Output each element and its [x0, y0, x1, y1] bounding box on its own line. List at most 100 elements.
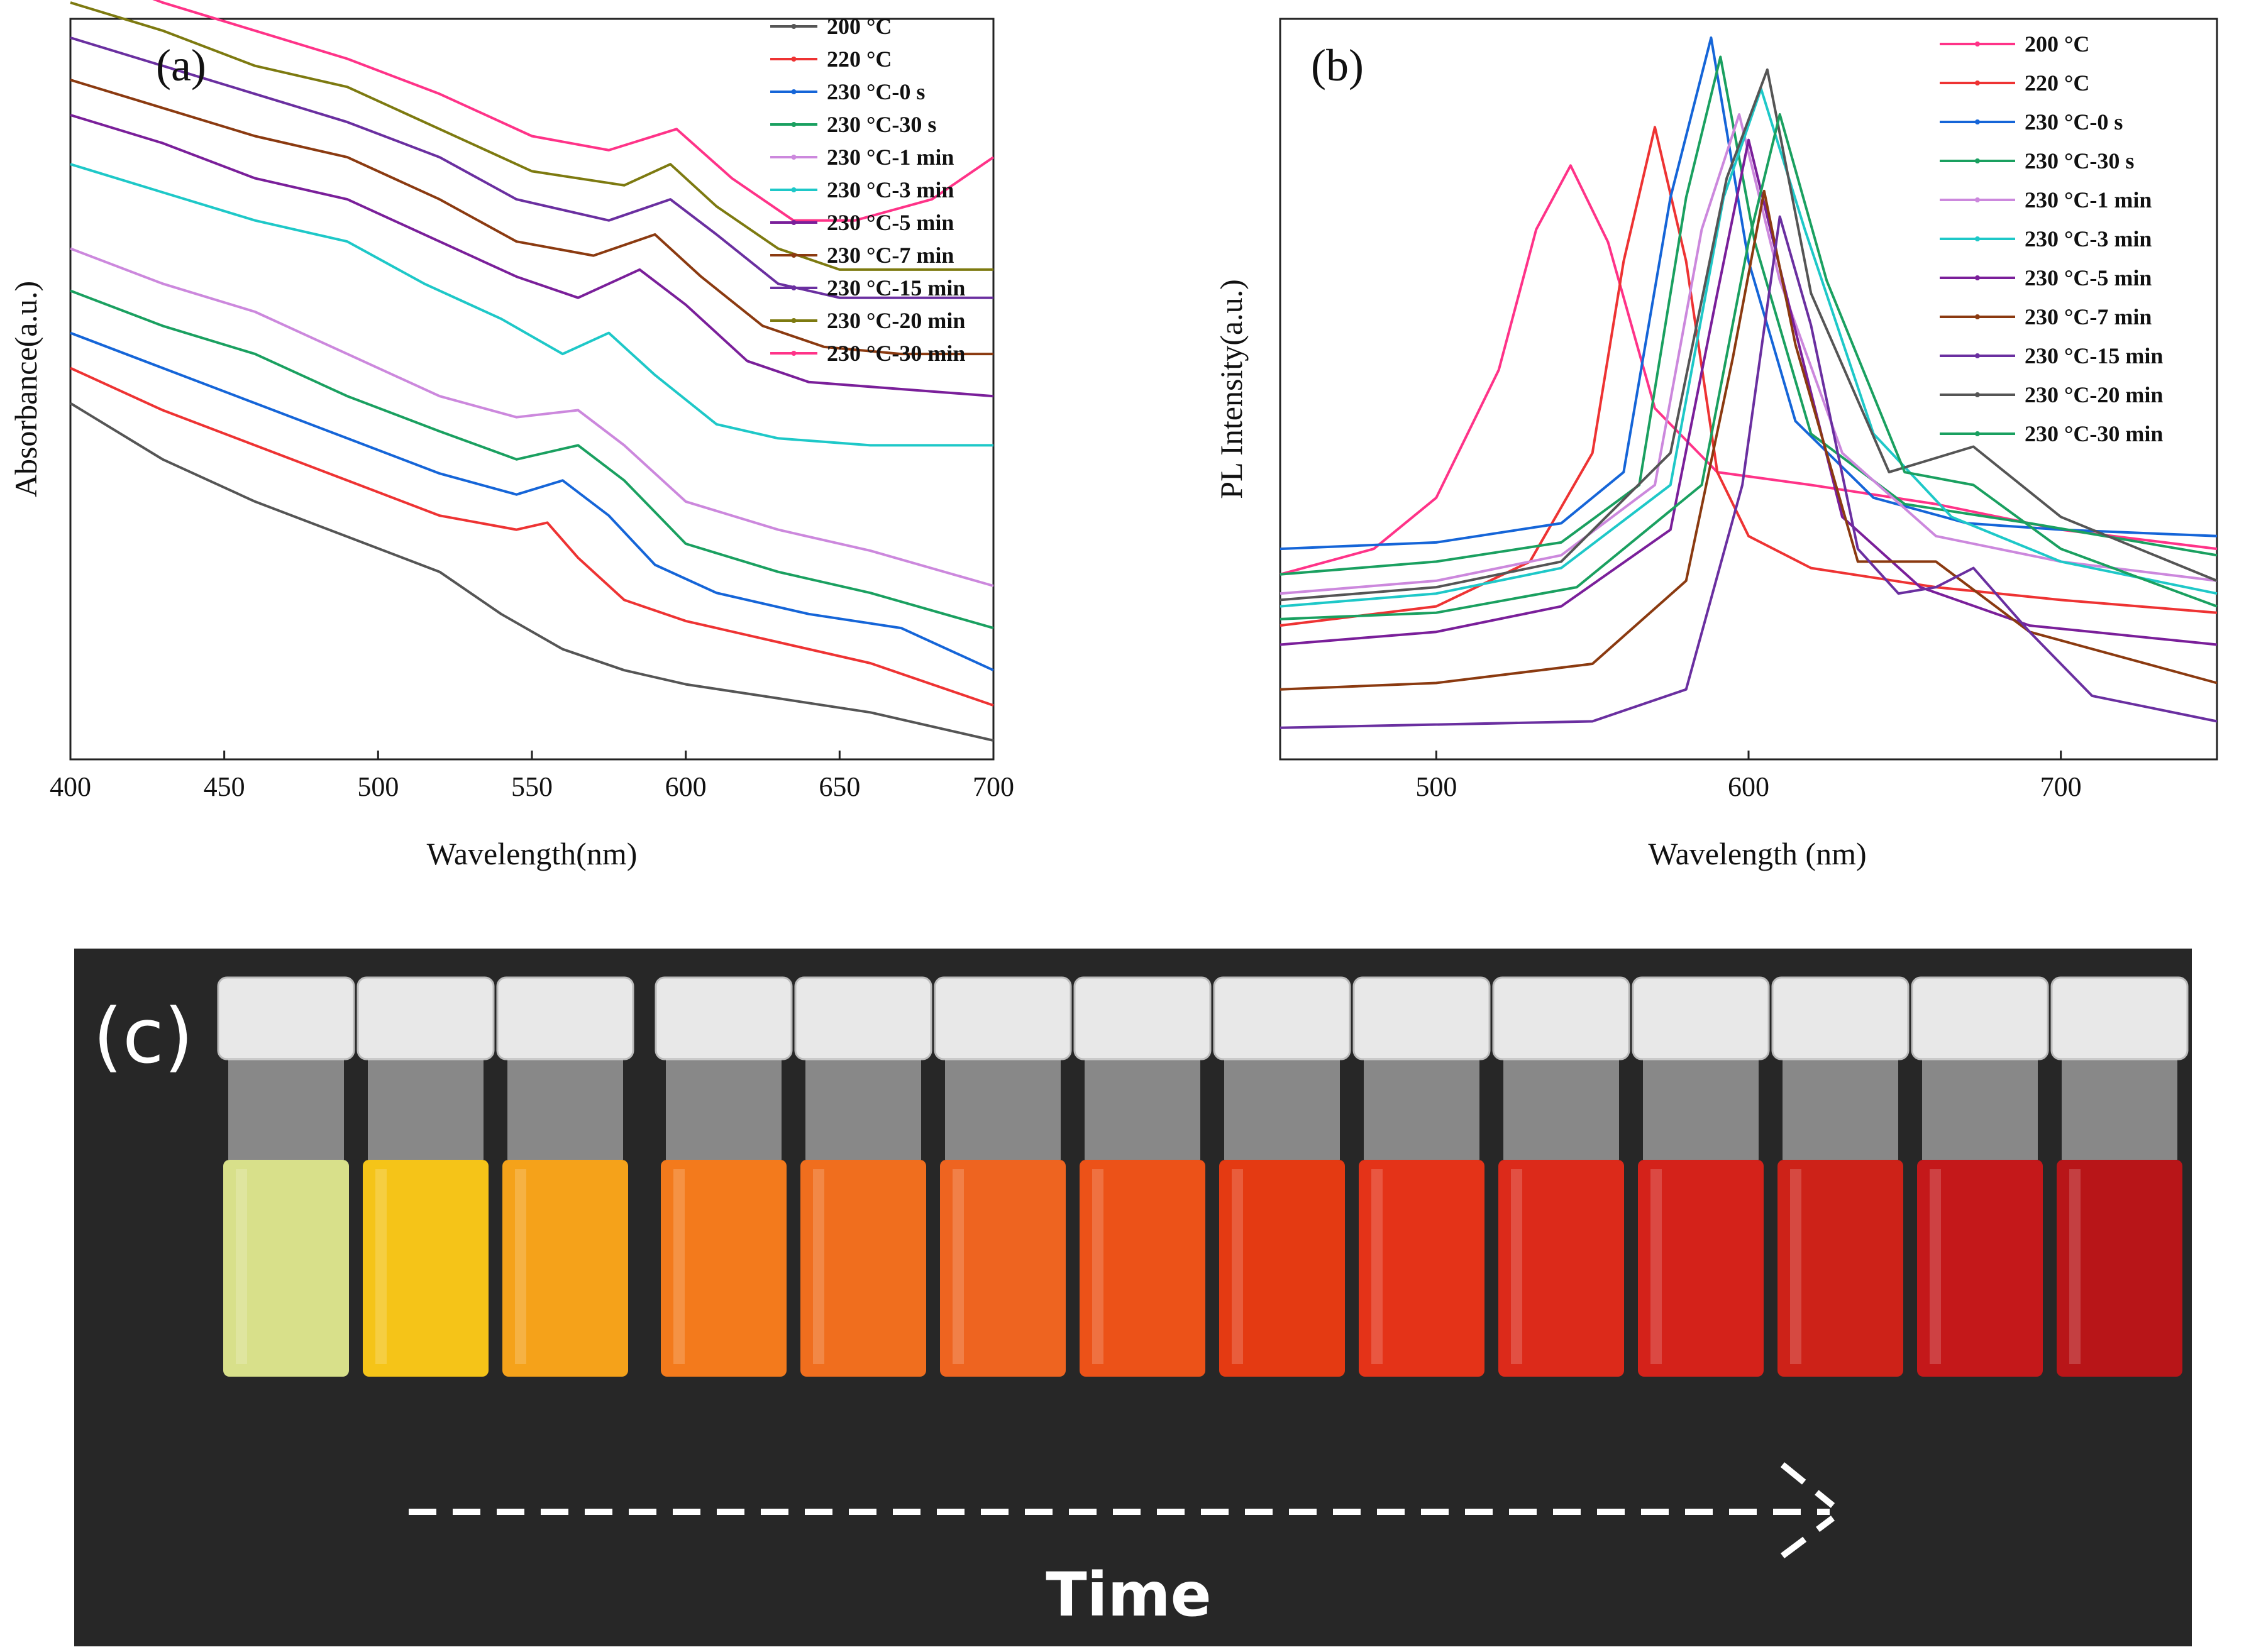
- panel-a-legend-marker-230-c-15-min: [791, 285, 797, 290]
- vial-highlight: [2069, 1169, 2081, 1364]
- panel-a-legend-label-230-c-30-min: 230 °C-30 min: [827, 341, 965, 366]
- vial-liquid: [1777, 1160, 1903, 1377]
- panel-b-legend-marker-230-c-1-min: [1975, 197, 1980, 202]
- panel-a-label: (a): [156, 40, 206, 91]
- vial-highlight: [1232, 1169, 1243, 1364]
- panel-a-series-230-c-30-s: [70, 289, 994, 630]
- panel-a-series-230-c-7-min: [70, 79, 993, 356]
- vial-cap: [655, 976, 793, 1060]
- vial-cap: [357, 976, 495, 1060]
- panel-b-legend-marker-230-c-30-min: [1975, 431, 1980, 436]
- panel-b-legend-marker-200-c: [1975, 41, 1980, 47]
- panel-b-legend-marker-230-c-0-s: [1975, 119, 1980, 124]
- vial-liquid: [502, 1160, 628, 1377]
- panel-a-legend-label-200-c: 200 °C: [827, 14, 892, 39]
- vial-highlight: [1092, 1169, 1103, 1364]
- panel-b-series-230-c-0-s: [1280, 36, 2218, 551]
- vial-cap: [934, 976, 1072, 1060]
- panel-a-x-tick-label-550: 550: [511, 771, 553, 802]
- panel-b-legend-label-220-c: 220 °C: [2025, 70, 2089, 96]
- vial-glass: [1224, 1059, 1340, 1160]
- panel-a-legend-marker-230-c-0-s: [791, 89, 797, 94]
- panel-b-y-axis-title: PL Intensity(a.u.): [1213, 279, 1249, 498]
- panel-a-x-tick-label-450: 450: [204, 771, 245, 802]
- panel-a-legend-marker-200-c: [791, 24, 797, 29]
- vial-highlight: [953, 1169, 964, 1364]
- panel-a-series-230-c-15-min: [70, 36, 993, 299]
- panel-a-series-230-c-20-min: [70, 1, 993, 271]
- vial-highlight: [375, 1169, 387, 1364]
- panel-b-series-230-c-7-min: [1280, 189, 2218, 691]
- panel-a-x-tick-label-500: 500: [357, 771, 399, 802]
- panel-b-x-ticks: 500 600 700: [1415, 751, 2082, 802]
- vial: [217, 976, 355, 1377]
- panel-a-series-230-c-30-min: [152, 0, 995, 222]
- vial-liquid: [1080, 1160, 1205, 1377]
- vial-liquid: [1359, 1160, 1484, 1377]
- panel-b-series-230-c-30-min: [1280, 113, 2218, 620]
- vial-liquid: [1219, 1160, 1345, 1377]
- vial-highlight: [1930, 1169, 1941, 1364]
- time-arrow-head-upper: [1780, 1462, 1835, 1508]
- vial-cap: [2050, 976, 2189, 1060]
- vial-highlight: [1371, 1169, 1383, 1364]
- vial: [655, 976, 793, 1377]
- panel-a-legend-label-230-c-7-min: 230 °C-7 min: [827, 243, 954, 268]
- vial: [357, 976, 495, 1377]
- vial-highlight: [515, 1169, 526, 1364]
- vial-highlight: [1790, 1169, 1801, 1364]
- vial-cap: [1492, 976, 1630, 1060]
- panel-b-x-tick-label-500: 500: [1415, 771, 1457, 802]
- vial-highlight: [236, 1169, 247, 1364]
- panel-a-legend-label-230-c-0-s: 230 °C-0 s: [827, 79, 925, 104]
- panel-b-x-tick-label-700: 700: [2040, 771, 2082, 802]
- panel-a-legend-marker-230-c-5-min: [791, 220, 797, 225]
- vial-glass: [1085, 1059, 1200, 1160]
- panel-a-legend-marker-230-c-30-min: [791, 351, 797, 356]
- vial-cap: [1771, 976, 1910, 1060]
- vial-liquid: [1917, 1160, 2043, 1377]
- vial-glass: [666, 1059, 782, 1160]
- time-arrow-head-lower: [1781, 1516, 1835, 1558]
- panel-b-legend-marker-230-c-7-min: [1975, 314, 1980, 319]
- vial-cap: [217, 976, 355, 1060]
- vial: [1632, 976, 1770, 1377]
- vial-glass: [507, 1059, 623, 1160]
- vial-liquid: [363, 1160, 489, 1377]
- vial: [1911, 976, 2049, 1377]
- panel-a-x-tick-label-600: 600: [665, 771, 707, 802]
- vial-highlight: [1511, 1169, 1522, 1364]
- vial-liquid: [223, 1160, 349, 1377]
- vial-liquid: [1498, 1160, 1624, 1377]
- panel-b-legend-label-230-c-30-s: 230 °C-30 s: [2025, 148, 2134, 173]
- panel-a-series-230-c-1-min: [70, 247, 994, 587]
- panel-a-x-tick-label-400: 400: [50, 771, 91, 802]
- panel-b-legend-marker-230-c-15-min: [1975, 353, 1980, 358]
- panel-b-series: [1280, 36, 2218, 729]
- vial-cap: [496, 976, 634, 1060]
- panel-b-legend-label-230-c-30-min: 230 °C-30 min: [2025, 421, 2163, 446]
- vial-liquid: [1638, 1160, 1764, 1377]
- vial-glass: [1643, 1059, 1759, 1160]
- vial-liquid: [2057, 1160, 2182, 1377]
- vial: [1352, 976, 1491, 1377]
- vial-cap: [794, 976, 932, 1060]
- time-label: Time: [1046, 1560, 1212, 1630]
- panel-a-legend-marker-230-c-1-min: [791, 155, 797, 160]
- vial-liquid: [940, 1160, 1066, 1377]
- panel-b-x-tick-label-600: 600: [1728, 771, 1769, 802]
- panel-a-y-axis-title: Absorbance(a.u.): [8, 281, 43, 497]
- panel-b-legend-label-230-c-1-min: 230 °C-1 min: [2025, 187, 2152, 212]
- vial-glass: [805, 1059, 921, 1160]
- vial-glass: [1922, 1059, 2038, 1160]
- panel-a-legend-label-230-c-30-s: 230 °C-30 s: [827, 112, 936, 137]
- panel-b-legend-label-230-c-20-min: 230 °C-20 min: [2025, 382, 2163, 407]
- panel-b-series-200-c: [1280, 164, 2218, 576]
- panel-b-series-230-c-5-min: [1280, 138, 2218, 646]
- panel-a-legend-marker-230-c-30-s: [791, 122, 797, 127]
- panel-a-series-220-c: [70, 366, 994, 707]
- vial-glass: [1783, 1059, 1898, 1160]
- panel-a-x-tick-label-700: 700: [973, 771, 1014, 802]
- panel-b-legend-label-230-c-5-min: 230 °C-5 min: [2025, 265, 2152, 290]
